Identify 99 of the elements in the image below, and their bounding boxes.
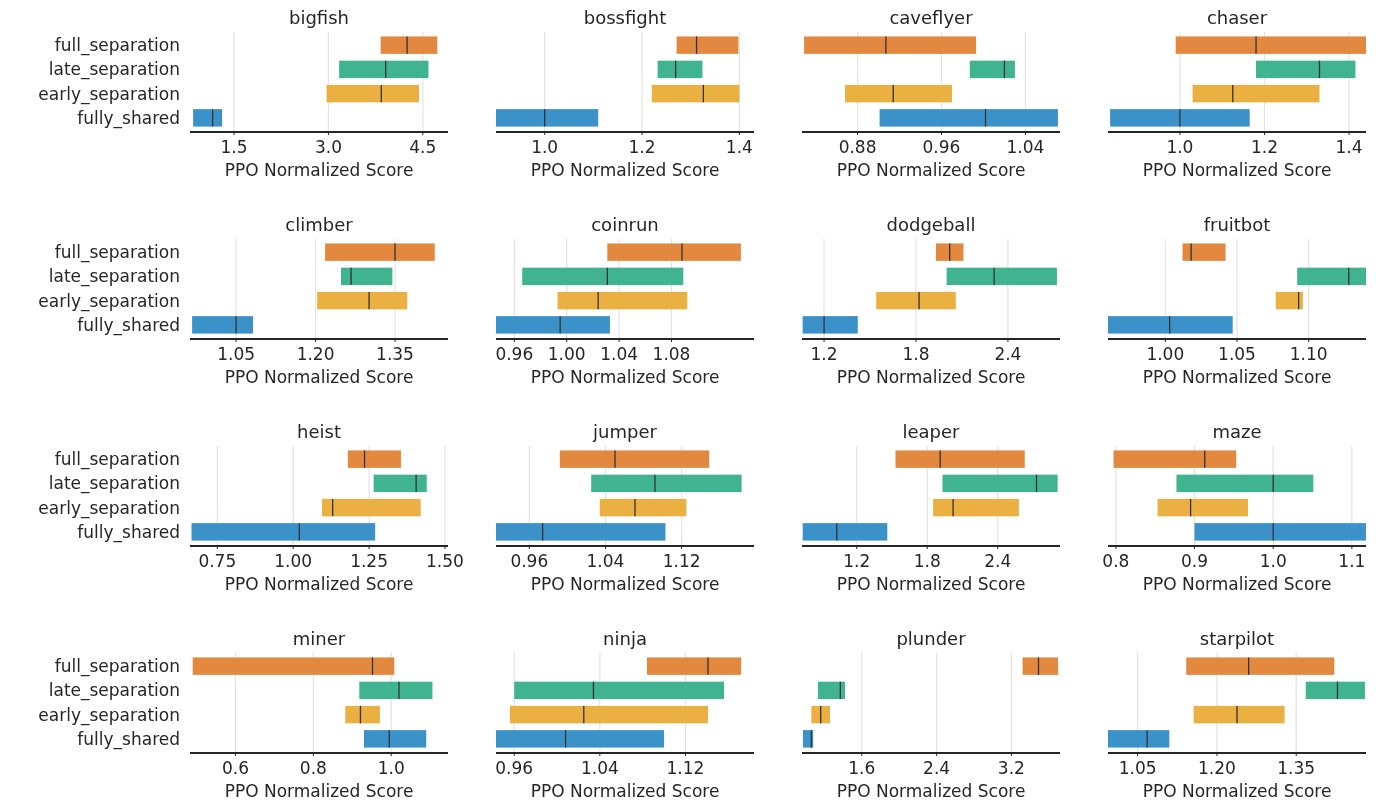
y-tick-label: early_separation (38, 83, 180, 105)
x-tick-label: 0.75 (198, 551, 237, 571)
chart-title: fruitbot (1203, 214, 1271, 235)
x-tick-label: 1.8 (902, 344, 930, 364)
y-tick-label: full_separation (54, 35, 180, 57)
x-tick-label: 1.20 (1197, 758, 1236, 778)
x-tick-label: 1.0 (1259, 551, 1287, 571)
x-tick-label: 0.88 (838, 137, 877, 157)
y-tick-label: full_separation (54, 449, 180, 471)
x-tick-label: 1.2 (843, 551, 871, 571)
y-tick-label: late_separation (48, 266, 180, 288)
x-tick-label: 1.4 (725, 137, 753, 157)
x-tick-label: 1.00 (274, 551, 313, 571)
x-tick-label: 1.00 (1146, 344, 1185, 364)
y-tick-label: fully_shared (77, 107, 180, 129)
x-axis-title: PPO Normalized Score (1142, 781, 1332, 801)
y-tick-label: late_separation (48, 59, 180, 81)
x-tick-label: 0.8 (299, 758, 327, 778)
x-axis-title: PPO Normalized Score (1142, 367, 1332, 387)
y-tick-label: early_separation (38, 497, 180, 519)
chart-title: heist (297, 421, 341, 442)
x-tick-label: 3.0 (314, 137, 342, 157)
x-axis-title: PPO Normalized Score (530, 781, 720, 801)
y-tick-label: early_separation (38, 704, 180, 726)
x-axis-title: PPO Normalized Score (836, 160, 1026, 180)
x-axis-title: PPO Normalized Score (530, 574, 720, 594)
x-tick-label: 1.2 (810, 344, 838, 364)
x-tick-label: 3.2 (997, 758, 1025, 778)
y-tick-label: full_separation (54, 656, 180, 678)
x-tick-label: 0.96 (495, 758, 534, 778)
x-tick-label: 1.1 (1338, 551, 1366, 571)
chart-title: ninja (603, 628, 647, 649)
x-tick-label: 0.96 (510, 551, 549, 571)
x-tick-label: 0.9 (1181, 551, 1209, 571)
y-tick-label: fully_shared (77, 521, 180, 543)
x-axis-title: PPO Normalized Score (530, 160, 720, 180)
chart-title: jumper (592, 421, 658, 442)
x-tick-label: 0.8 (1102, 551, 1130, 571)
x-tick-label: 1.20 (296, 344, 335, 364)
x-tick-label: 2.4 (994, 344, 1022, 364)
x-tick-label: 1.35 (1277, 758, 1316, 778)
chart-title: bigfish (289, 7, 349, 28)
x-tick-label: 1.8 (913, 551, 941, 571)
x-tick-label: 1.0 (377, 758, 405, 778)
x-axis-title: PPO Normalized Score (1142, 160, 1332, 180)
chart-title: coinrun (591, 214, 659, 235)
x-tick-label: 1.50 (426, 551, 464, 571)
x-axis-title: PPO Normalized Score (530, 367, 720, 387)
x-tick-label: 0.96 (495, 344, 534, 364)
x-tick-label: 1.05 (1218, 344, 1256, 364)
chart-title: climber (285, 214, 354, 235)
x-axis-title: PPO Normalized Score (1142, 574, 1332, 594)
x-tick-label: 1.10 (1289, 344, 1328, 364)
x-tick-label: 1.35 (376, 344, 414, 364)
x-tick-label: 1.2 (1250, 137, 1279, 157)
x-tick-label: 1.00 (547, 344, 586, 364)
chart-title: bossfight (583, 7, 667, 28)
x-tick-label: 1.04 (1006, 137, 1045, 157)
y-tick-label: late_separation (48, 680, 180, 702)
x-axis-title: PPO Normalized Score (224, 367, 414, 387)
chart-title: starpilot (1199, 628, 1275, 649)
x-tick-label: 1.05 (217, 344, 256, 364)
x-tick-label: 1.08 (652, 344, 691, 364)
x-tick-label: 0.6 (222, 758, 250, 778)
y-tick-label: late_separation (48, 473, 180, 495)
chart-title: maze (1212, 421, 1262, 442)
x-tick-label: 1.5 (220, 137, 248, 157)
x-tick-label: 1.04 (580, 758, 619, 778)
chart-title: leaper (902, 421, 961, 442)
y-tick-label: fully_shared (77, 728, 180, 750)
chart-title: plunder (896, 628, 967, 649)
x-tick-label: 1.25 (350, 551, 389, 571)
x-tick-label: 1.05 (1118, 758, 1157, 778)
x-axis-title: PPO Normalized Score (836, 574, 1026, 594)
x-tick-label: 1.04 (586, 551, 625, 571)
y-tick-label: full_separation (54, 242, 180, 264)
chart-title: caveflyer (889, 7, 974, 28)
x-tick-label: 1.4 (1335, 137, 1363, 157)
x-axis-title: PPO Normalized Score (836, 781, 1026, 801)
x-tick-label: 2.4 (984, 551, 1012, 571)
y-tick-label: fully_shared (77, 314, 180, 336)
x-tick-label: 1.0 (1166, 137, 1194, 157)
x-tick-label: 1.0 (531, 137, 559, 157)
x-axis-title: PPO Normalized Score (224, 160, 414, 180)
x-axis-title: PPO Normalized Score (224, 574, 414, 594)
x-tick-label: 1.2 (628, 137, 656, 157)
chart-title: chaser (1206, 7, 1268, 28)
x-tick-label: 0.96 (922, 137, 961, 157)
x-tick-label: 1.6 (848, 758, 876, 778)
y-tick-label: early_separation (38, 290, 180, 312)
x-tick-label: 4.5 (409, 137, 437, 157)
x-axis-title: PPO Normalized Score (224, 781, 414, 801)
x-axis-title: PPO Normalized Score (836, 367, 1026, 387)
chart-title: miner (292, 628, 346, 649)
x-tick-label: 1.12 (662, 551, 701, 571)
x-tick-label: 2.4 (923, 758, 951, 778)
x-tick-label: 1.04 (600, 344, 639, 364)
x-tick-label: 1.12 (666, 758, 705, 778)
chart-title: dodgeball (886, 214, 976, 235)
